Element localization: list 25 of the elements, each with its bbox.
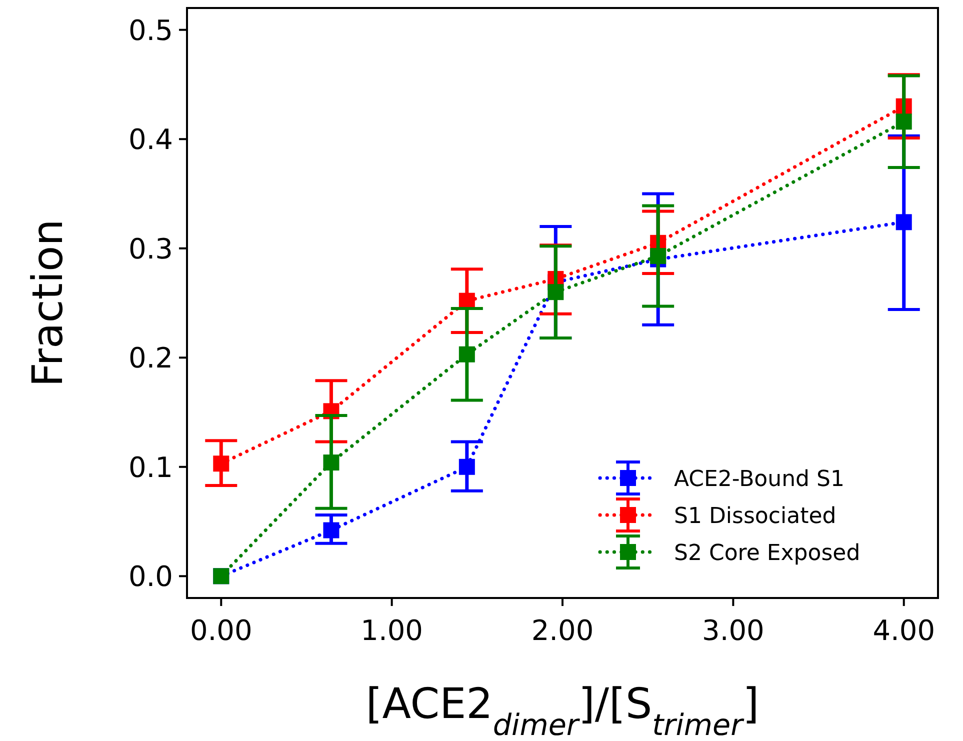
x-tick-label: 2.00 — [531, 614, 594, 647]
x-axis-title: [ACE2$_{dimer}$]/[S$_{trimer}$] — [366, 679, 760, 741]
y-tick-label: 0.5 — [128, 14, 173, 47]
point — [548, 284, 564, 300]
point — [213, 456, 230, 472]
point — [896, 114, 912, 130]
point — [323, 522, 340, 538]
point — [896, 214, 912, 230]
y-tick-label: 0.4 — [128, 123, 173, 156]
legend-label: S1 Dissociated — [674, 504, 836, 529]
point — [458, 346, 475, 362]
y-tick-label: 0.1 — [128, 450, 173, 484]
x-tick-label: 3.00 — [702, 614, 764, 647]
legend-label: ACE2-Bound S1 — [674, 467, 844, 492]
x-tick-label: 4.00 — [872, 614, 936, 647]
y-tick-label: 0.3 — [128, 232, 173, 266]
y-axis-title: Fraction — [23, 219, 72, 387]
y-tick-label: 0.2 — [128, 342, 173, 375]
point — [323, 454, 340, 471]
x-tick-label: 0.00 — [190, 614, 252, 647]
point — [650, 248, 666, 264]
x-tick-label: 1.00 — [360, 614, 423, 647]
point — [458, 458, 475, 475]
y-tick-label: 0.0 — [128, 560, 173, 594]
legend-label: S2 Core Exposed — [674, 541, 860, 566]
